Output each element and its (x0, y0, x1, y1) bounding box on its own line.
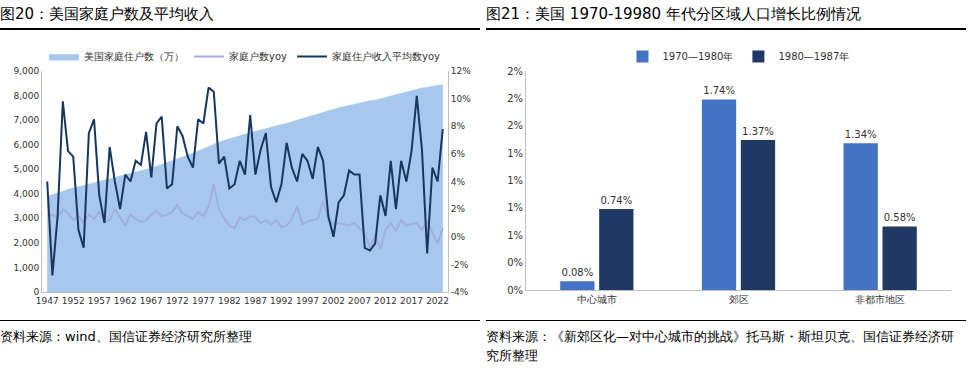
svg-text:2007: 2007 (348, 296, 371, 306)
svg-text:1987: 1987 (244, 296, 267, 306)
svg-text:0%: 0% (451, 232, 466, 242)
svg-text:1.37%: 1.37% (742, 126, 774, 137)
svg-text:5,000: 5,000 (13, 164, 39, 174)
svg-text:1.34%: 1.34% (845, 129, 877, 140)
html-text:资料来源：《新郊区化—对中心城市的挑战》托马斯・斯坦贝克、国: 资料来源：《新郊区化—对中心城市的挑战》托马斯・斯坦贝克、国信证券经济研究所整理 (486, 329, 954, 363)
svg-text:-4%: -4% (451, 287, 469, 297)
svg-text:1%: 1% (507, 202, 523, 213)
svg-text:2017: 2017 (400, 296, 423, 306)
svg-text:3,000: 3,000 (13, 213, 39, 223)
svg-text:12%: 12% (451, 66, 471, 76)
svg-text:2%: 2% (507, 66, 523, 77)
svg-text:-2%: -2% (451, 260, 469, 270)
svg-text:2%: 2% (451, 204, 466, 214)
svg-text:1980—1987年: 1980—1987年 (778, 51, 849, 62)
svg-text:1982: 1982 (218, 296, 241, 306)
svg-text:0.08%: 0.08% (561, 267, 593, 278)
svg-text:2,000: 2,000 (13, 238, 39, 248)
svg-text:2002: 2002 (322, 296, 345, 306)
svg-text:0: 0 (33, 287, 39, 297)
svg-text:1947: 1947 (36, 296, 59, 306)
svg-text:1997: 1997 (296, 296, 319, 306)
svg-text:10%: 10% (451, 94, 471, 104)
svg-text:8,000: 8,000 (13, 91, 39, 101)
svg-text:家庭住户收入平均数yoy: 家庭住户收入平均数yoy (332, 51, 440, 62)
svg-text:1%: 1% (507, 230, 523, 241)
svg-text:1%: 1% (507, 148, 523, 159)
svg-text:0%: 0% (507, 257, 523, 268)
svg-text:1.74%: 1.74% (703, 85, 735, 96)
svg-text:1972: 1972 (166, 296, 189, 306)
svg-text:2022: 2022 (426, 296, 449, 306)
svg-text:美国家庭住户数（万）: 美国家庭住户数（万） (84, 51, 184, 62)
svg-text:非都市地区: 非都市地区 (855, 294, 905, 305)
svg-text:1952: 1952 (62, 296, 85, 306)
svg-text:4,000: 4,000 (13, 189, 39, 199)
svg-text:1957: 1957 (88, 296, 111, 306)
svg-text:6,000: 6,000 (13, 140, 39, 150)
svg-text:1%: 1% (507, 175, 523, 186)
html-text:图21：美国 1970-19980 年代分区域人口增长比例情: 图21：美国 1970-19980 年代分区域人口增长比例情况 (486, 5, 861, 23)
svg-text:1992: 1992 (270, 296, 293, 306)
svg-text:1,000: 1,000 (13, 263, 39, 273)
svg-text:8%: 8% (451, 121, 466, 131)
html-text:资料来源：wind、国信证券经济研究所整理: 资料来源：wind、国信证券经济研究所整理 (0, 329, 252, 344)
svg-text:4%: 4% (451, 177, 466, 187)
svg-text:2%: 2% (507, 93, 523, 104)
svg-text:家庭户数yoy: 家庭户数yoy (229, 51, 287, 62)
svg-text:7,000: 7,000 (13, 115, 39, 125)
svg-text:9,000: 9,000 (13, 66, 39, 76)
svg-text:0%: 0% (507, 285, 523, 296)
svg-text:6%: 6% (451, 149, 466, 159)
svg-text:1967: 1967 (140, 296, 163, 306)
svg-text:0.58%: 0.58% (884, 212, 916, 223)
svg-text:2%: 2% (507, 120, 523, 131)
svg-text:2012: 2012 (374, 296, 397, 306)
svg-text:1962: 1962 (114, 296, 137, 306)
svg-text:0.74%: 0.74% (600, 195, 632, 206)
svg-text:中心城市: 中心城市 (577, 294, 617, 305)
svg-text:1977: 1977 (192, 296, 215, 306)
svg-text:1970—1980年: 1970—1980年 (663, 51, 734, 62)
html-text:图20：美国家庭户数及平均收入: 图20：美国家庭户数及平均收入 (0, 5, 215, 23)
svg-text:郊区: 郊区 (729, 294, 749, 305)
